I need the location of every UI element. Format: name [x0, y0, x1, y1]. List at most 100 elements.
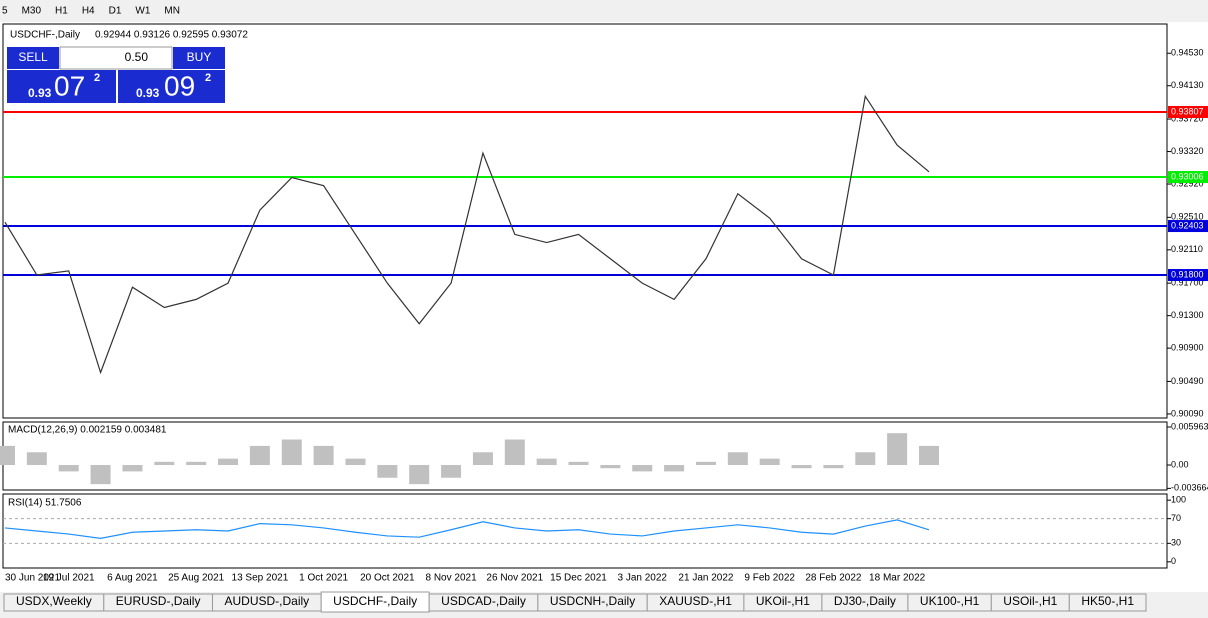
tab-label[interactable]: DJ30-,Daily	[834, 594, 896, 608]
level-label-box	[1168, 269, 1208, 282]
macd-bar	[727, 452, 748, 466]
macd-bar	[281, 439, 302, 466]
tab-label[interactable]: AUDUSD-,Daily	[224, 594, 309, 608]
macd-bar	[249, 445, 270, 466]
timeframe-button[interactable]: D1	[109, 6, 122, 17]
series-line	[4, 519, 930, 540]
level-label-box	[1168, 105, 1208, 118]
sell-label: SELL	[18, 50, 48, 64]
macd-bar	[122, 465, 143, 472]
macd-bar	[377, 465, 398, 478]
x-tick-label: 8 Nov 2021	[425, 573, 477, 584]
x-tick-label: 3 Jan 2022	[617, 573, 667, 584]
buy-big: 0.93	[136, 86, 160, 100]
main-pane	[2, 23, 1168, 419]
sell-big: 0.93	[28, 86, 52, 100]
x-tick-label: 26 Nov 2021	[486, 573, 543, 584]
y-tick-label: 0.00	[1171, 459, 1189, 469]
macd-bar	[186, 461, 207, 466]
macd-bar	[600, 465, 621, 469]
x-tick-label: 25 Aug 2021	[168, 573, 225, 584]
macd-bar	[90, 465, 111, 485]
macd-bar	[26, 452, 47, 466]
macd-bar	[759, 458, 780, 466]
tab-label[interactable]: USDCAD-,Daily	[441, 594, 526, 608]
y-tick-label: 100	[1171, 495, 1186, 505]
tab-label[interactable]: XAUUSD-,H1	[659, 594, 732, 608]
x-tick-label: 6 Aug 2021	[107, 573, 158, 584]
tab-label[interactable]: USDCHF-,Daily	[333, 594, 417, 608]
timeframe-button[interactable]: MN	[164, 6, 180, 17]
timeframe-button[interactable]: H4	[82, 6, 95, 17]
macd-bar	[568, 461, 589, 466]
tab-label[interactable]: EURUSD-,Daily	[116, 594, 201, 608]
timeframe-button[interactable]: 5	[2, 6, 8, 17]
trade-panel: SELL 0.50 BUY 0.93 07 2 0.93 09 2	[7, 46, 225, 103]
y-tick-label: 0.92510	[1171, 212, 1204, 222]
tab-label[interactable]: USDX,Weekly	[16, 594, 92, 608]
x-tick-label: 19 Jul 2021	[43, 573, 95, 584]
timeframe-button[interactable]: M30	[22, 6, 42, 17]
macd-bar	[919, 445, 939, 466]
y-tick-label: 0.91700	[1171, 278, 1204, 288]
tab-label[interactable]: UKOil-,H1	[756, 594, 810, 608]
x-tick-label: 15 Dec 2021	[550, 573, 607, 584]
macd-bar	[218, 458, 239, 466]
tab-label[interactable]: HK50-,H1	[1081, 594, 1134, 608]
buy-small: 2	[205, 72, 211, 84]
buy-button[interactable]	[173, 47, 225, 69]
timeframe-button[interactable]: H1	[55, 6, 68, 17]
macd-bar	[664, 465, 685, 472]
tab-label[interactable]: USDCNH-,Daily	[550, 594, 635, 608]
x-tick-label: 13 Sep 2021	[232, 573, 289, 584]
macd-bar	[409, 465, 430, 485]
level-label-box	[1168, 220, 1208, 233]
rsi-pane	[2, 493, 1168, 569]
macd-bar	[472, 452, 493, 466]
macd-bar	[58, 465, 79, 472]
series-line	[4, 94, 930, 375]
macd-bar	[0, 445, 15, 466]
volume: 0.50	[125, 50, 149, 64]
macd-bar	[154, 461, 175, 466]
y-tick-label: 0.005963	[1171, 421, 1208, 431]
macd-bar	[887, 433, 908, 466]
tab-label[interactable]: USOil-,H1	[1003, 594, 1057, 608]
y-tick-label: 0.91300	[1171, 310, 1204, 320]
macd-bar	[855, 452, 876, 466]
sell-button[interactable]	[7, 47, 59, 69]
volume-box[interactable]	[59, 46, 173, 70]
buy-price-box[interactable]	[118, 70, 225, 103]
buy-label: BUY	[187, 50, 212, 64]
y-tick-label: 0	[1171, 556, 1176, 566]
tab[interactable]	[1068, 593, 1147, 612]
chart-window	[0, 22, 1208, 592]
buy-main: 09	[164, 70, 195, 101]
toolbar	[0, 0, 1208, 22]
y-tick-label: 70	[1171, 513, 1181, 523]
sell-small: 2	[94, 72, 100, 84]
macd-bar	[632, 465, 653, 472]
y-tick-label: -0.003664	[1171, 483, 1208, 493]
macd-title: MACD(12,26,9) 0.002159 0.003481	[8, 425, 167, 436]
macd-bar	[313, 445, 334, 466]
x-tick-label: 1 Oct 2021	[299, 573, 348, 584]
level-label: 0.91800	[1171, 269, 1204, 279]
y-tick-label: 0.92920	[1171, 178, 1204, 188]
x-tick-label: 21 Jan 2022	[678, 573, 733, 584]
ohlc: 0.92944 0.93126 0.92595 0.93072	[95, 30, 248, 41]
sell-main: 07	[54, 70, 85, 101]
rsi-title: RSI(14) 51.7506	[8, 498, 82, 509]
sell-price-box[interactable]	[7, 70, 116, 103]
macd-bar	[791, 465, 812, 469]
macd-bar	[504, 439, 525, 466]
tab-label[interactable]: UK100-,H1	[920, 594, 980, 608]
level-label: 0.92403	[1171, 220, 1204, 230]
timeframe-button[interactable]: W1	[135, 6, 150, 17]
x-tick-label: 30 Jun 2021	[5, 573, 60, 584]
x-tick-label: 28 Feb 2022	[805, 573, 862, 584]
x-tick-label: 9 Feb 2022	[744, 573, 795, 584]
y-tick-label: 0.94130	[1171, 80, 1204, 90]
y-tick-label: 0.92110	[1171, 244, 1203, 254]
